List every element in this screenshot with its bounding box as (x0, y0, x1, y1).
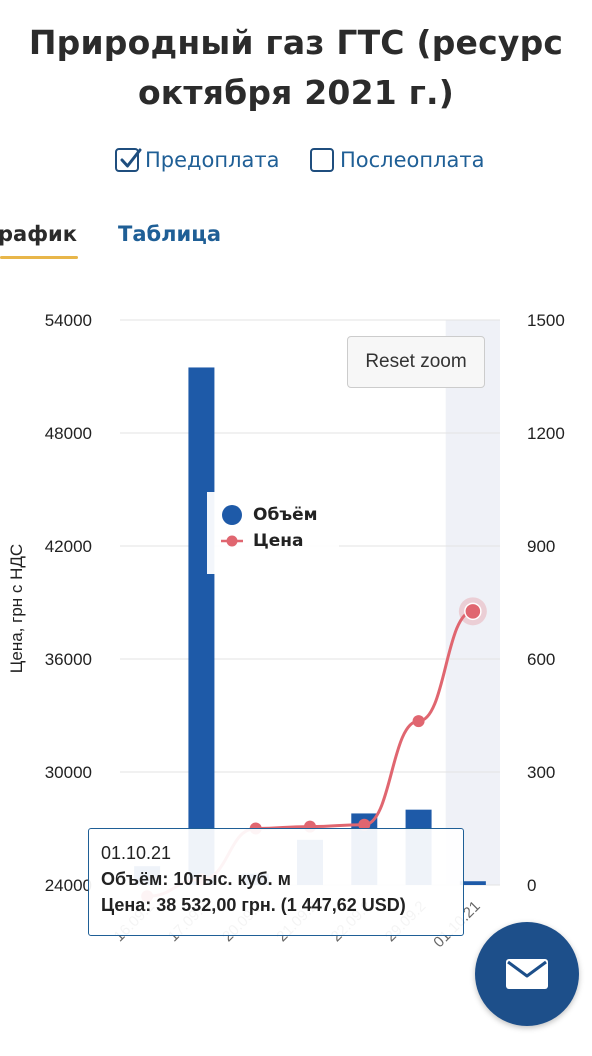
postpay-checkbox[interactable]: Послеоплата (310, 148, 485, 172)
bars-volume (134, 367, 486, 886)
chart-tooltip: 01.10.21 Объём: 10тыс. куб. м Цена: 38 5… (88, 828, 464, 936)
y-axis-left-ticks: 24000 30000 36000 42000 48000 54000 (45, 311, 92, 895)
legend-dot-icon (222, 505, 242, 525)
tooltip-date: 01.10.21 (101, 843, 172, 863)
prepay-label: Предоплата (145, 148, 280, 172)
y-left-tick-label: 30000 (45, 763, 92, 782)
tooltip-volume: Объём: 10тыс. куб. м (101, 869, 292, 889)
y-left-tick-label: 48000 (45, 424, 92, 443)
grid-lines (120, 319, 500, 886)
y-left-tick-label: 24000 (45, 876, 92, 895)
tab-chart-label: рафик (0, 222, 78, 246)
legend-line-marker-icon (221, 535, 243, 547)
y-left-tick-label: 42000 (45, 537, 92, 556)
reset-zoom-button[interactable]: Reset zoom (347, 336, 485, 388)
page-title: Природный газ ГТС (ресурс октября 2021 г… (0, 18, 592, 118)
y-axis-right-ticks: 0 300 600 900 1200 1500 (527, 311, 565, 895)
view-tabs: рафик Таблица (0, 222, 592, 262)
tooltip-price: Цена: 38 532,00 грн. (1 447,62 USD) (101, 895, 406, 915)
y-right-tick-label: 1500 (527, 311, 565, 330)
price-point[interactable] (412, 715, 425, 728)
bar-volume[interactable] (459, 881, 486, 885)
y-right-tick-label: 0 (527, 876, 536, 895)
y-axis-left-label: Цена, грн с НДС (7, 544, 26, 673)
page-title-line1: Природный газ ГТС (ресурс (28, 23, 564, 62)
tab-table[interactable]: Таблица (118, 222, 221, 246)
checkbox-empty-icon (310, 148, 334, 172)
highlight-band (445, 320, 500, 885)
chart-container: 24000 30000 36000 42000 48000 54000 0 300 600 90… (0, 290, 592, 990)
price-point[interactable] (358, 818, 371, 831)
chart-legend: Объём Цена (207, 492, 339, 574)
tab-chart[interactable]: рафик (0, 222, 77, 246)
page-title-line2: октября 2021 г.) (137, 73, 455, 112)
payment-filter: Предоплата Послеоплата (0, 148, 592, 180)
y-left-tick-label: 54000 (45, 311, 92, 330)
checkbox-checked-icon (115, 148, 142, 172)
legend-item-volume[interactable]: Объём (221, 504, 318, 526)
tab-table-label: Таблица (118, 222, 221, 246)
price-point-active[interactable] (464, 602, 482, 621)
y-right-tick-label: 900 (527, 537, 555, 556)
legend-item-price[interactable]: Цена (221, 530, 304, 552)
y-left-tick-label: 36000 (45, 650, 92, 669)
reset-zoom-label: Reset zoom (365, 351, 467, 372)
y-right-tick-label: 600 (527, 650, 555, 669)
tab-active-indicator (0, 256, 78, 259)
y-right-tick-label: 300 (527, 763, 555, 782)
bar-volume[interactable] (188, 367, 215, 886)
prepay-checkbox[interactable]: Предоплата (115, 148, 280, 172)
envelope-icon (506, 959, 548, 989)
legend-price-label: Цена (253, 531, 304, 551)
legend-volume-label: Объём (253, 505, 318, 525)
y-right-tick-label: 1200 (527, 424, 565, 443)
postpay-label: Послеоплата (340, 148, 485, 172)
contact-fab-button[interactable] (475, 922, 579, 1026)
